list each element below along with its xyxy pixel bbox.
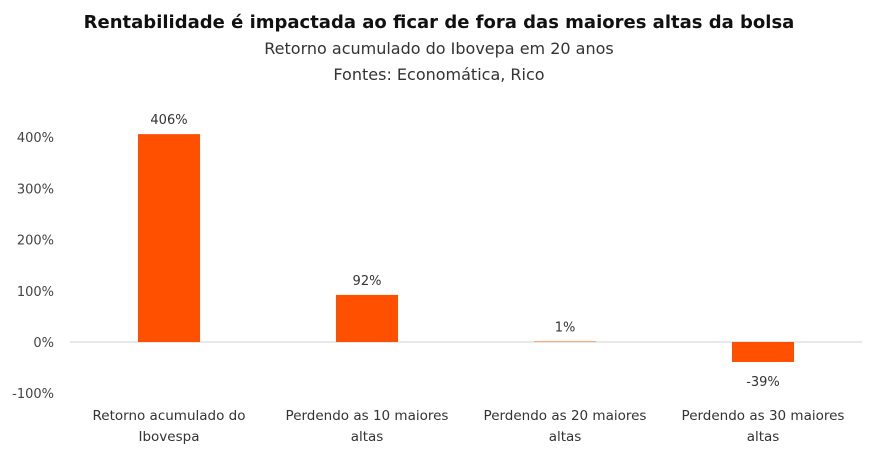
chart-title: Rentabilidade é impactada ao ficar de fo…	[83, 12, 795, 33]
category-label: altas	[351, 429, 384, 445]
category-label: altas	[549, 429, 582, 445]
y-tick-label: -100%	[12, 387, 54, 402]
y-tick-label: 200%	[17, 234, 54, 249]
data-label: 406%	[150, 113, 187, 128]
y-tick-label: 400%	[17, 131, 54, 146]
category-label: Retorno acumulado do	[93, 408, 246, 424]
bar	[138, 134, 200, 342]
y-tick-label: 300%	[17, 182, 54, 197]
bar	[534, 341, 596, 342]
bar	[732, 342, 794, 362]
category-label: Perdendo as 10 maiores	[286, 408, 449, 424]
y-tick-label: 100%	[17, 285, 54, 300]
bar	[336, 294, 398, 342]
category-label: Ibovespa	[139, 429, 200, 445]
category-label: Perdendo as 20 maiores	[484, 408, 647, 424]
category-label: altas	[747, 429, 780, 445]
chart-source: Fontes: Economática, Rico	[333, 65, 545, 84]
data-label: 1%	[555, 320, 576, 335]
chart-header: Rentabilidade é impactada ao ficar de fo…	[0, 10, 878, 88]
y-tick-label: 0%	[33, 336, 54, 351]
category-label: Perdendo as 30 maiores	[682, 408, 845, 424]
data-label: -39%	[746, 375, 780, 390]
data-label: 92%	[353, 274, 382, 289]
chart-subtitle: Retorno acumulado do Ibovepa em 20 anos	[264, 39, 614, 58]
